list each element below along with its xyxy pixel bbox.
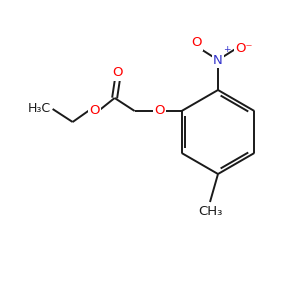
- Text: O: O: [112, 67, 123, 80]
- Text: O: O: [154, 104, 165, 118]
- Text: CH₃: CH₃: [198, 205, 222, 218]
- Text: +: +: [223, 45, 230, 54]
- Text: O: O: [89, 103, 100, 116]
- Text: N: N: [213, 53, 223, 67]
- Text: O⁻: O⁻: [235, 41, 253, 55]
- Text: H₃C: H₃C: [28, 103, 51, 116]
- Text: O: O: [191, 37, 201, 50]
